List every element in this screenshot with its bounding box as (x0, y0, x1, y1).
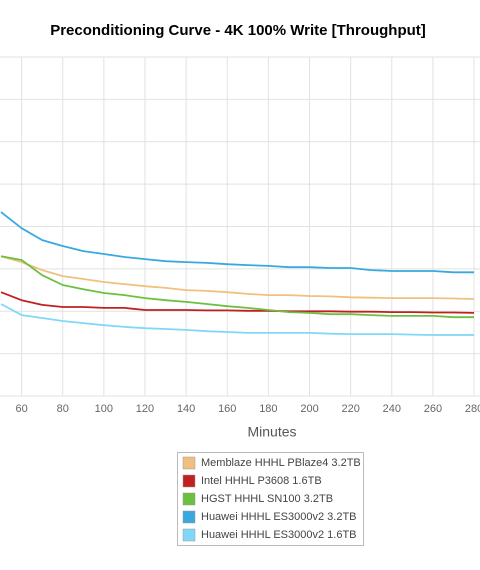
x-axis-label: Minutes (247, 424, 296, 440)
legend-swatch (182, 456, 196, 470)
x-tick-label: 140 (177, 403, 195, 415)
x-tick-label: 200 (300, 403, 318, 415)
chart-title: Preconditioning Curve - 4K 100% Write [T… (50, 22, 426, 39)
legend-label: Huawei HHHL ES3000v2 1.6TB (201, 529, 357, 541)
series-line (0, 303, 474, 336)
x-tick-label: 260 (424, 403, 442, 415)
legend-label: Memblaze HHHL PBlaze4 3.2TB (201, 457, 361, 469)
series-line (0, 291, 475, 314)
x-tick-label: 80 (57, 403, 69, 415)
x-tick-label: 160 (218, 403, 236, 415)
legend (177, 452, 364, 546)
legend-swatch (182, 528, 196, 542)
legend-label: HGST HHHL SN100 3.2TB (201, 493, 333, 505)
legend-label: Huawei HHHL ES3000v2 3.2TB (201, 511, 357, 523)
series-line (0, 211, 474, 274)
x-tick-label: 240 (383, 403, 401, 415)
x-tick-label: 280 (465, 403, 480, 415)
x-tick-label: 220 (341, 403, 359, 415)
legend-swatch (182, 474, 196, 488)
x-tick-label: 60 (15, 403, 27, 415)
series-line (0, 255, 475, 300)
legend-swatch (182, 492, 196, 506)
legend-label: Intel HHHL P3608 1.6TB (201, 475, 322, 487)
x-tick-label: 100 (95, 403, 113, 415)
legend-swatch (182, 510, 196, 524)
x-tick-label: 180 (259, 403, 277, 415)
x-tick-label: 120 (136, 403, 154, 415)
series-line (0, 255, 474, 319)
